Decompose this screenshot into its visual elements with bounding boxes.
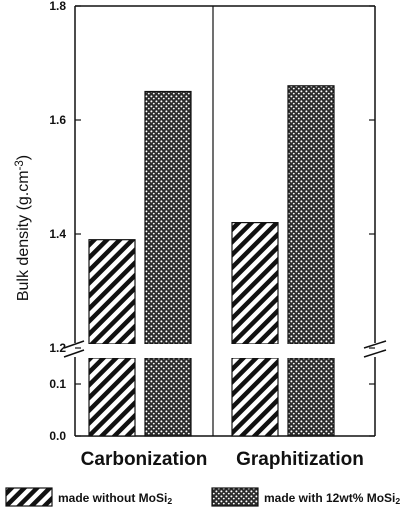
- y-tick-label: 1.6: [49, 113, 66, 127]
- bar-lower-dots-graphitization: [287, 357, 335, 437]
- bar-hatch-carbonization: [88, 239, 136, 345]
- legend-label-dots: made with 12wt% MoSi2: [264, 491, 400, 506]
- bar-lower-dots-carbonization: [144, 357, 192, 437]
- bar-lower-hatch-carbonization: [88, 357, 136, 437]
- category-labels: Carbonization Graphitization: [81, 449, 364, 470]
- y-ticks: 1.2 1.4 1.6 1.8 0.0 0.1: [49, 0, 375, 443]
- bar-break-gap: [143, 344, 193, 358]
- bar-break-gap: [230, 344, 280, 358]
- axis-break-left: [63, 340, 85, 358]
- bar-hatch-graphitization: [231, 222, 279, 345]
- y-tick-label: 1.2: [49, 341, 66, 355]
- axis-break-right: [363, 340, 387, 358]
- y-tick-label: 0.0: [49, 429, 66, 443]
- category-label-graphitization: Graphitization: [236, 449, 364, 470]
- legend: made without MoSi2 made with 12wt% MoSi2: [5, 487, 400, 507]
- legend-swatch-dots: [211, 487, 259, 507]
- bars: [87, 85, 336, 437]
- legend-label-hatch: made without MoSi2: [58, 491, 172, 506]
- y-tick-label: 1.4: [49, 227, 66, 241]
- legend-swatch-hatch: [5, 487, 53, 507]
- bar-break-gap: [286, 344, 336, 358]
- y-axis-label: Bulk density (g.cm-3): [14, 155, 32, 301]
- bar-break-gap: [87, 344, 137, 358]
- bar-lower-hatch-graphitization: [231, 357, 279, 437]
- bar-dots-carbonization: [144, 90, 192, 345]
- y-tick-label: 0.1: [49, 377, 66, 391]
- y-tick-label: 1.8: [49, 0, 66, 13]
- category-label-carbonization: Carbonization: [81, 449, 208, 470]
- bar-dots-graphitization: [287, 85, 335, 345]
